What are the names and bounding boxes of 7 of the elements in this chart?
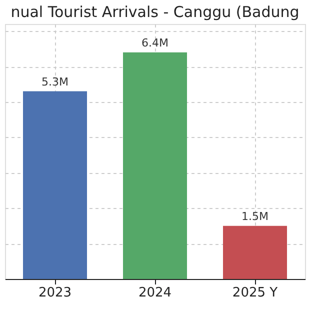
- data-label: 5.3M: [42, 75, 68, 88]
- x-tick-label: 2025 Y: [232, 286, 278, 300]
- x-tick-label: 2023: [38, 286, 72, 300]
- data-label: 1.5M: [242, 210, 268, 223]
- x-tick-label: 2024: [138, 286, 172, 300]
- data-label: 6.4M: [142, 36, 168, 50]
- chart-title: nual Tourist Arrivals - Canggu (Badung: [10, 3, 300, 21]
